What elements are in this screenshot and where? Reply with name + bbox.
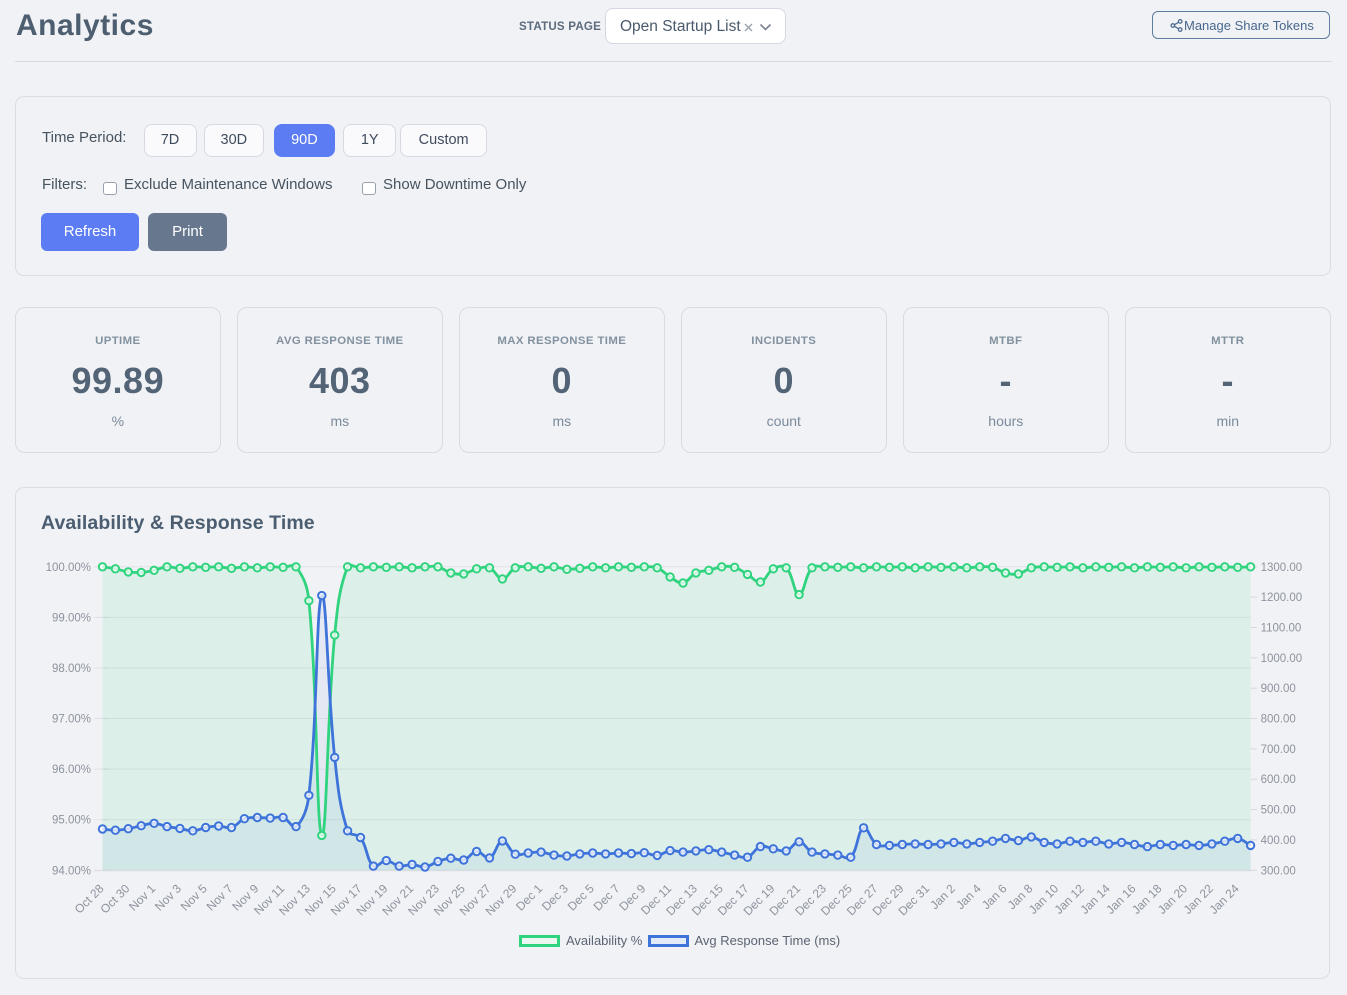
svg-text:1200.00: 1200.00	[1261, 592, 1303, 604]
svg-text:Jan 24: Jan 24	[1206, 881, 1242, 917]
svg-text:Dec 3: Dec 3	[539, 881, 571, 913]
svg-text:Nov 3: Nov 3	[152, 881, 184, 913]
svg-text:100.00%: 100.00%	[46, 562, 91, 574]
svg-text:500.00: 500.00	[1261, 805, 1296, 817]
svg-text:400.00: 400.00	[1261, 835, 1296, 847]
svg-text:97.00%: 97.00%	[52, 714, 91, 726]
svg-text:1000.00: 1000.00	[1261, 653, 1303, 665]
svg-text:94.00%: 94.00%	[52, 865, 91, 877]
svg-text:700.00: 700.00	[1261, 744, 1296, 756]
svg-text:Dec 7: Dec 7	[591, 881, 623, 913]
svg-text:300.00: 300.00	[1261, 865, 1296, 877]
svg-text:600.00: 600.00	[1261, 774, 1296, 786]
svg-text:Nov 7: Nov 7	[204, 881, 236, 913]
svg-text:1300.00: 1300.00	[1261, 562, 1303, 574]
svg-text:Oct 30: Oct 30	[98, 881, 133, 916]
svg-text:98.00%: 98.00%	[52, 663, 91, 675]
svg-text:Dec 5: Dec 5	[565, 881, 597, 913]
svg-text:Jan 6: Jan 6	[979, 881, 1010, 912]
svg-text:800.00: 800.00	[1261, 714, 1296, 726]
svg-text:Nov 1: Nov 1	[126, 881, 158, 913]
svg-text:99.00%: 99.00%	[52, 612, 91, 624]
svg-text:Jan 2: Jan 2	[927, 881, 958, 912]
svg-text:Jan 4: Jan 4	[953, 881, 984, 912]
svg-text:Dec 1: Dec 1	[513, 881, 545, 913]
svg-text:900.00: 900.00	[1261, 683, 1296, 695]
svg-text:95.00%: 95.00%	[52, 815, 91, 827]
svg-text:96.00%: 96.00%	[52, 764, 91, 776]
svg-text:Nov 5: Nov 5	[178, 881, 210, 913]
svg-text:1100.00: 1100.00	[1261, 623, 1302, 635]
